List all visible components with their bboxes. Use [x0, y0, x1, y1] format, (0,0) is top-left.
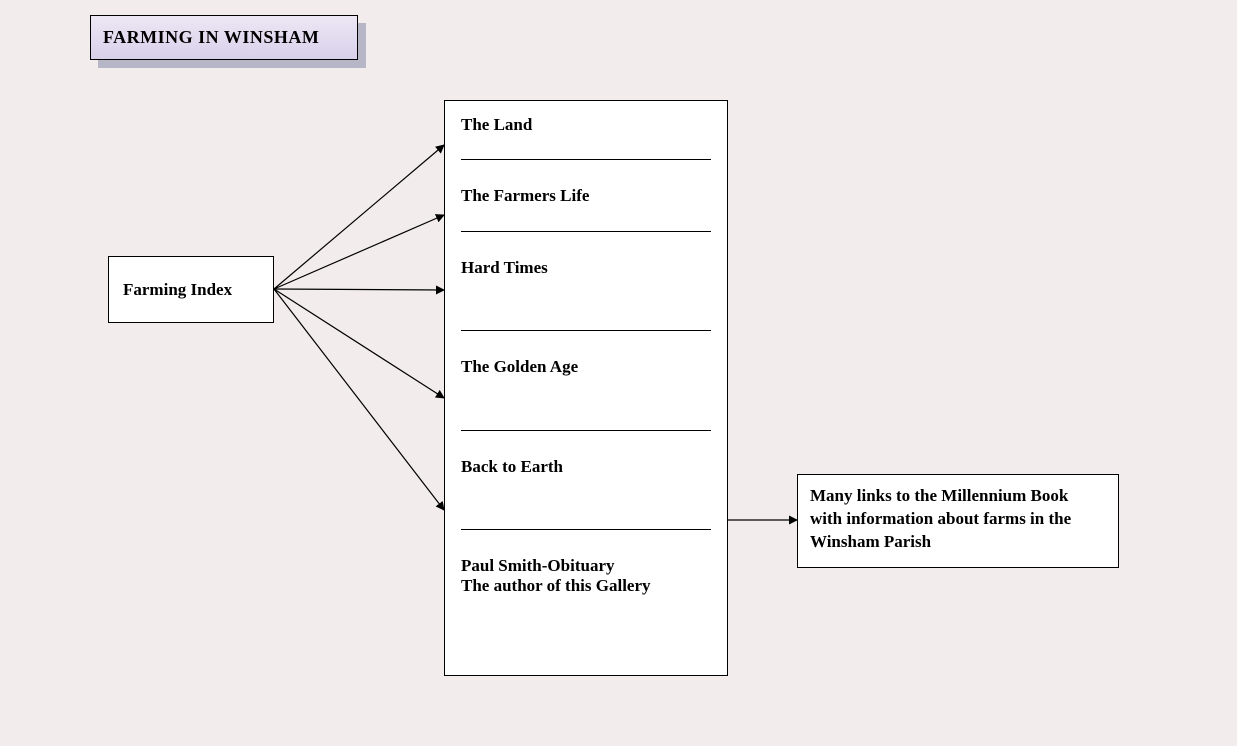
topic-gap — [461, 530, 711, 556]
description-line2: with information about farms in the — [810, 509, 1071, 528]
edge-index-to-back-earth — [274, 289, 444, 510]
topic-item-the-land: The Land — [461, 115, 711, 135]
diagram-canvas: FARMING IN WINSHAM Farming Index The Lan… — [0, 0, 1237, 746]
topic-gap — [461, 160, 711, 186]
topic-label: The Land — [461, 115, 532, 134]
topic-label: Back to Earth — [461, 457, 563, 476]
topic-gap — [461, 431, 711, 457]
edge-index-to-land — [274, 145, 444, 289]
source-node-label: Farming Index — [123, 280, 232, 300]
edge-index-to-farmers — [274, 215, 444, 289]
topic-item-back-to-earth: Back to Earth — [461, 457, 711, 477]
topic-label: The Golden Age — [461, 357, 578, 376]
topic-label: The Farmers Life — [461, 186, 589, 205]
topic-gap — [461, 477, 711, 529]
topic-item-farmers-life: The Farmers Life — [461, 186, 711, 206]
topic-item-golden-age: The Golden Age — [461, 357, 711, 377]
topic-label-line2: The author of this Gallery — [461, 576, 651, 595]
description-line3: Winsham Parish — [810, 532, 931, 551]
topic-label: Hard Times — [461, 258, 548, 277]
edge-index-to-golden-age — [274, 289, 444, 398]
page-title-text: FARMING IN WINSHAM — [103, 27, 319, 48]
topic-gap — [461, 232, 711, 258]
page-title-box: FARMING IN WINSHAM — [90, 15, 358, 60]
topic-gap — [461, 331, 711, 357]
description-line1: Many links to the Millennium Book — [810, 486, 1068, 505]
topic-label-line1: Paul Smith-Obituary — [461, 556, 615, 575]
topic-gap — [461, 278, 711, 330]
description-node: Many links to the Millennium Book with i… — [797, 474, 1119, 568]
source-node-farming-index: Farming Index — [108, 256, 274, 323]
topic-gap — [461, 135, 711, 159]
topics-panel: The Land The Farmers Life Hard Times The… — [444, 100, 728, 676]
topic-gap — [461, 378, 711, 430]
topic-item-obituary: Paul Smith-Obituary The author of this G… — [461, 556, 711, 597]
topic-item-hard-times: Hard Times — [461, 258, 711, 278]
edge-index-to-hard-times — [274, 289, 444, 290]
topic-gap — [461, 207, 711, 231]
